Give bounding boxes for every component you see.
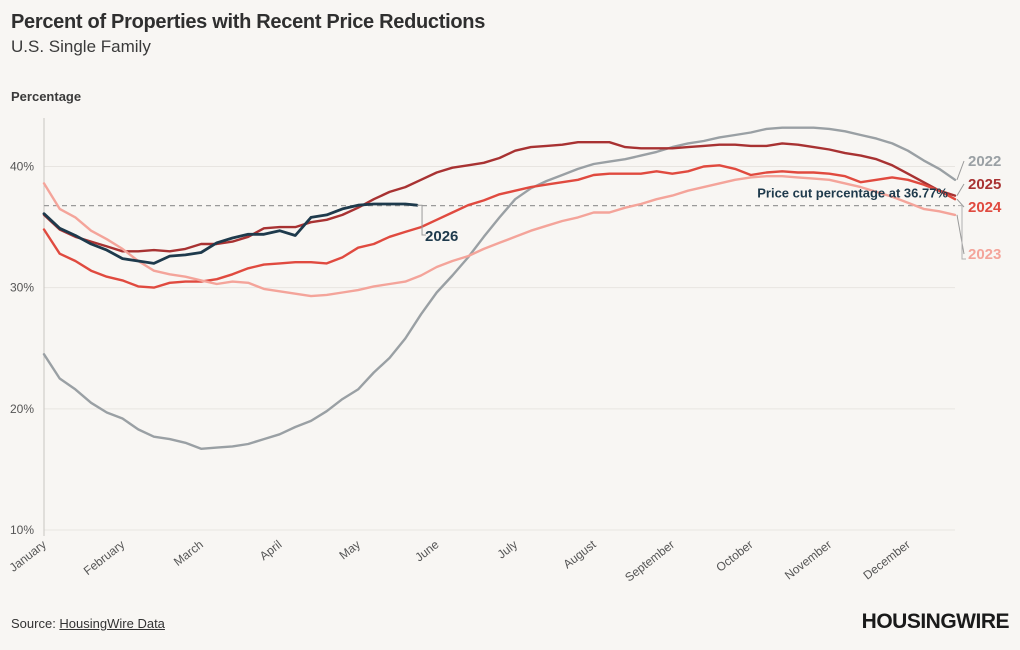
x-tick-label: May <box>336 537 362 562</box>
source-link[interactable]: HousingWire Data <box>59 616 165 631</box>
x-tick-label: March <box>171 537 206 569</box>
x-tick-label: June <box>412 537 441 564</box>
x-tick-label: July <box>495 537 520 561</box>
end-label-leader <box>417 204 427 236</box>
x-tick-label: November <box>782 537 834 582</box>
series-line-2023 <box>42 175 957 298</box>
end-label-2024: 2024 <box>968 199 1002 216</box>
end-label-leader <box>956 214 965 255</box>
end-label-2026: 2026 <box>425 228 458 245</box>
housingwire-logo: HOUSINGWIRE <box>861 610 1010 633</box>
end-label-2025: 2025 <box>968 176 1001 193</box>
end-label-bracket <box>958 205 966 260</box>
x-tick-label: February <box>81 537 127 578</box>
source-note: Source: HousingWire Data <box>11 616 165 631</box>
y-tick-label: 40% <box>10 159 34 173</box>
reference-line-label: Price cut percentage at 36.77% <box>757 186 948 201</box>
chart-subtitle: U.S. Single Family <box>11 37 151 56</box>
source-prefix: Source: <box>11 616 60 631</box>
series-line-2025 <box>42 141 957 253</box>
end-label-leader <box>956 198 965 208</box>
x-tick-label: September <box>622 537 677 584</box>
series-line-2022 <box>42 126 957 450</box>
x-tick-label: October <box>713 537 755 574</box>
end-label-2022: 2022 <box>968 153 1001 170</box>
y-axis-label: Percentage <box>11 89 82 104</box>
series-line-2024 <box>42 164 957 289</box>
x-tick-label: August <box>561 537 600 571</box>
y-tick-label: 10% <box>10 523 34 537</box>
x-tick-label: December <box>860 537 912 582</box>
chart-title: Percent of Properties with Recent Price … <box>11 11 486 33</box>
y-tick-label: 30% <box>10 281 34 295</box>
series-line-2026 <box>42 202 419 265</box>
end-label-2023: 2023 <box>968 246 1001 263</box>
x-tick-label: April <box>257 537 285 563</box>
y-tick-label: 20% <box>10 402 34 416</box>
end-label-leader <box>956 160 965 180</box>
end-label-leader <box>956 183 965 196</box>
x-tick-label: January <box>7 537 49 574</box>
